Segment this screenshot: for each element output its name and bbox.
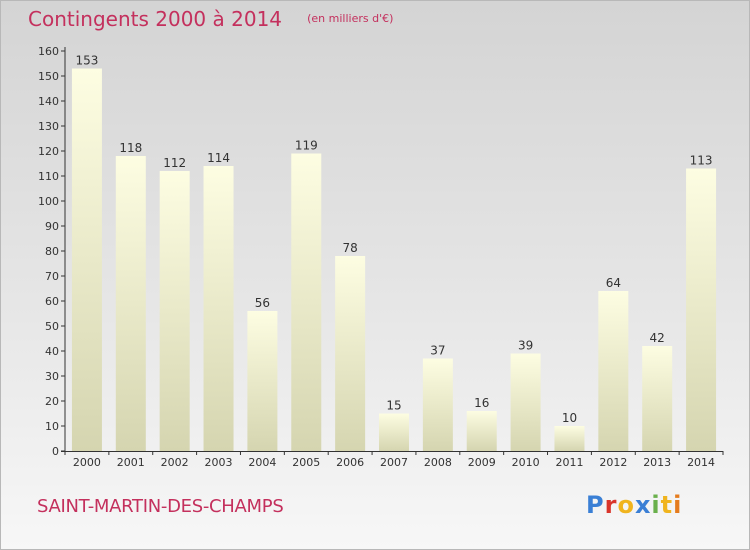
y-tick-label: 140 — [38, 95, 59, 108]
bar — [379, 413, 409, 451]
data-label: 78 — [342, 241, 357, 255]
y-tick-label: 100 — [38, 195, 59, 208]
x-tick-label: 2004 — [248, 456, 276, 469]
bar — [422, 358, 453, 451]
logo-letter: P — [586, 491, 605, 519]
bar — [554, 426, 585, 451]
y-tick-label: 50 — [45, 320, 59, 333]
y-tick-label: 0 — [52, 445, 59, 458]
bar — [598, 291, 629, 451]
bar — [71, 68, 102, 451]
y-tick-label: 150 — [38, 70, 59, 83]
bar — [510, 353, 541, 451]
logo-letter: r — [604, 491, 618, 519]
logo-letter: o — [617, 491, 635, 519]
bar — [203, 166, 234, 451]
chart-subtitle: (en milliers d'€) — [307, 12, 394, 25]
title-row: Contingents 2000 à 2014 (en milliers d'€… — [28, 7, 393, 31]
y-tick-label: 70 — [45, 270, 59, 283]
logo-letter: i — [673, 491, 683, 519]
data-label: 153 — [75, 54, 98, 68]
bar — [291, 153, 322, 451]
data-label: 112 — [163, 156, 186, 170]
y-tick-label: 130 — [38, 120, 59, 133]
x-tick-label: 2013 — [643, 456, 671, 469]
bar — [642, 346, 673, 451]
x-tick-label: 2011 — [555, 456, 583, 469]
x-tick-label: 2002 — [161, 456, 189, 469]
data-label: 118 — [119, 141, 142, 155]
bar — [686, 168, 717, 451]
data-label: 16 — [474, 396, 489, 410]
bar — [159, 171, 190, 451]
data-label: 119 — [295, 139, 318, 153]
data-label: 42 — [650, 331, 665, 345]
y-tick-label: 40 — [45, 345, 59, 358]
data-label: 15 — [386, 399, 401, 413]
data-label: 64 — [606, 276, 621, 290]
y-tick-label: 60 — [45, 295, 59, 308]
bar — [115, 156, 146, 451]
x-tick-label: 2005 — [292, 456, 320, 469]
x-tick-label: 2012 — [599, 456, 627, 469]
x-tick-label: 2010 — [512, 456, 540, 469]
y-tick-label: 30 — [45, 370, 59, 383]
y-tick-label: 80 — [45, 245, 59, 258]
data-label: 39 — [518, 339, 533, 353]
x-tick-label: 2009 — [468, 456, 496, 469]
x-tick-label: 2006 — [336, 456, 364, 469]
logo-letter: i — [651, 491, 661, 519]
y-tick-label: 10 — [45, 420, 59, 433]
data-label: 37 — [430, 344, 445, 358]
bar — [247, 311, 278, 451]
commune-name: SAINT-MARTIN-DES-CHAMPS — [37, 496, 284, 517]
data-label: 10 — [562, 411, 577, 425]
y-tick-label: 20 — [45, 395, 59, 408]
y-tick-label: 90 — [45, 220, 59, 233]
x-tick-label: 2003 — [205, 456, 233, 469]
logo-letter: x — [634, 491, 652, 519]
data-label: 114 — [207, 151, 230, 165]
y-tick-label: 160 — [38, 45, 59, 58]
data-label: 113 — [690, 154, 713, 168]
x-tick-label: 2001 — [117, 456, 145, 469]
logo-letter: t — [660, 491, 674, 519]
y-tick-label: 110 — [38, 170, 59, 183]
data-label: 56 — [255, 296, 270, 310]
x-tick-label: 2007 — [380, 456, 408, 469]
proxiti-logo[interactable]: Proxiti — [586, 491, 682, 519]
x-tick-label: 2008 — [424, 456, 452, 469]
bar — [335, 256, 366, 451]
y-tick-label: 120 — [38, 145, 59, 158]
x-tick-label: 2014 — [687, 456, 715, 469]
bar — [466, 411, 497, 451]
chart-title: Contingents 2000 à 2014 — [28, 7, 283, 31]
x-tick-label: 2000 — [73, 456, 101, 469]
